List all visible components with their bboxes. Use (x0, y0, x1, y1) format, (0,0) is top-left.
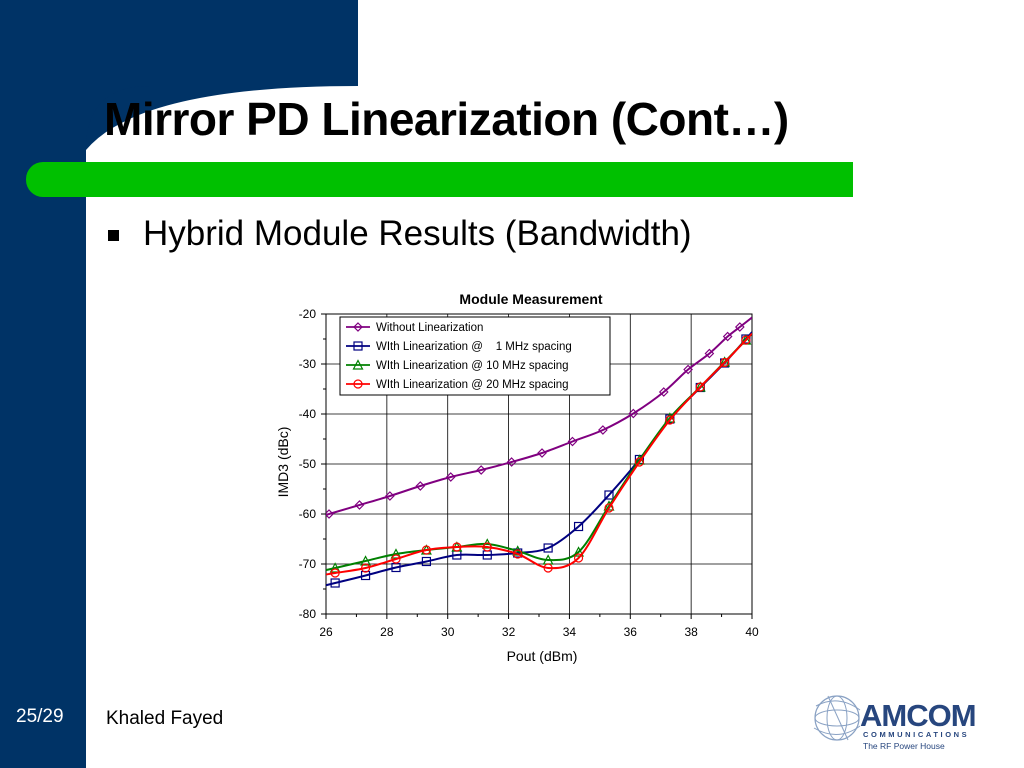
series-4 (326, 332, 752, 578)
x-tick-label: 30 (441, 625, 455, 639)
logo-brand: AMCOM (860, 698, 977, 733)
accent-bar (26, 162, 853, 197)
data-point-circle (573, 553, 584, 563)
data-point-circle (741, 335, 751, 345)
data-point-square (573, 521, 584, 532)
x-tick-label: 28 (380, 625, 394, 639)
y-tick-label: -40 (299, 407, 317, 421)
chart-title: Module Measurement (459, 291, 602, 307)
bullet-text: Hybrid Module Results (Bandwidth) (143, 214, 692, 253)
company-logo: AMCOM COMMUNICATIONS The RF Power House (808, 684, 978, 754)
x-tick-label: 34 (563, 625, 577, 639)
data-point-square (543, 543, 553, 553)
x-axis-label: Pout (dBm) (507, 648, 578, 664)
data-point-square (421, 556, 432, 567)
data-point-diamond (326, 509, 334, 519)
legend-marker-circle (353, 379, 363, 389)
logo-tagline: The RF Power House (863, 741, 945, 751)
data-point-circle (720, 357, 730, 368)
legend-label: WIth Linearization @ 1 MHz spacing (376, 341, 572, 353)
header-curve (86, 86, 358, 150)
author-name: Khaled Fayed (106, 708, 224, 729)
data-point-circle (634, 457, 645, 467)
data-point-circle (391, 554, 401, 564)
x-tick-label: 36 (624, 625, 638, 639)
data-point-diamond (658, 387, 669, 397)
legend-box (339, 316, 611, 396)
globe-icon (813, 695, 861, 741)
legend-marker-triangle (352, 359, 364, 370)
data-point-circle (482, 542, 492, 552)
data-point-circle (604, 503, 614, 513)
y-axis-label: IMD3 (dBc) (275, 427, 291, 498)
y-tick-label: -50 (299, 457, 317, 471)
data-point-diamond (722, 331, 733, 342)
legend-marker-square (353, 341, 363, 351)
data-point-circle (360, 563, 371, 573)
x-tick-label: 26 (319, 625, 333, 639)
data-point-circle (543, 563, 553, 573)
y-tick-label: -20 (299, 307, 317, 321)
x-tick-label: 38 (684, 625, 698, 639)
series-1 (326, 316, 752, 519)
slide-title: Mirror PD Linearization (Cont…) (104, 93, 789, 145)
sidebar (0, 0, 86, 768)
x-tick-label: 32 (502, 625, 516, 639)
data-point-diamond (445, 472, 456, 482)
y-tick-label: -70 (299, 557, 317, 571)
accent-bar-right (830, 162, 853, 197)
data-point-diamond (385, 491, 395, 501)
bullet-item: Hybrid Module Results (Bandwidth) (108, 214, 692, 254)
data-point-diamond (476, 465, 487, 475)
module-measurement-chart: Module Measurement IMD3 (dBc) Pout (dBm)… (275, 291, 759, 664)
data-point-circle (665, 415, 675, 425)
top-header-block (0, 0, 358, 86)
legend-label: Without Linearization (376, 322, 483, 334)
page-number: 25/29 (16, 706, 64, 727)
y-tick-label: -60 (299, 507, 317, 521)
data-point-circle (330, 568, 340, 578)
data-point-triangle (573, 546, 585, 557)
legend-label: WIth Linearization @ 10 MHz spacing (376, 360, 569, 372)
data-point-diamond (415, 481, 426, 491)
data-point-circle (513, 549, 523, 559)
legend-label: WIth Linearization @ 20 MHz spacing (376, 379, 569, 391)
data-point-diamond (537, 448, 547, 458)
data-point-triangle (360, 555, 372, 566)
x-tick-label: 40 (745, 625, 759, 639)
data-point-diamond (683, 364, 693, 375)
data-point-diamond (354, 500, 365, 510)
data-point-diamond (734, 322, 745, 332)
data-point-diamond (567, 436, 578, 447)
y-tick-label: -80 (299, 607, 317, 621)
data-point-diamond (598, 425, 608, 435)
data-point-diamond (506, 457, 517, 467)
series-line (326, 332, 752, 576)
data-point-circle (421, 545, 432, 555)
data-point-diamond (628, 408, 639, 419)
bullet-square-icon (108, 229, 119, 241)
data-point-circle (452, 542, 462, 552)
logo-subtitle: COMMUNICATIONS (863, 730, 970, 739)
data-point-square (604, 490, 614, 500)
legend-marker-diamond (353, 322, 363, 332)
y-tick-label: -30 (299, 357, 317, 371)
data-point-square (330, 578, 340, 588)
data-point-circle (695, 382, 705, 392)
title-panel-corner (86, 86, 150, 150)
data-point-diamond (704, 348, 715, 359)
